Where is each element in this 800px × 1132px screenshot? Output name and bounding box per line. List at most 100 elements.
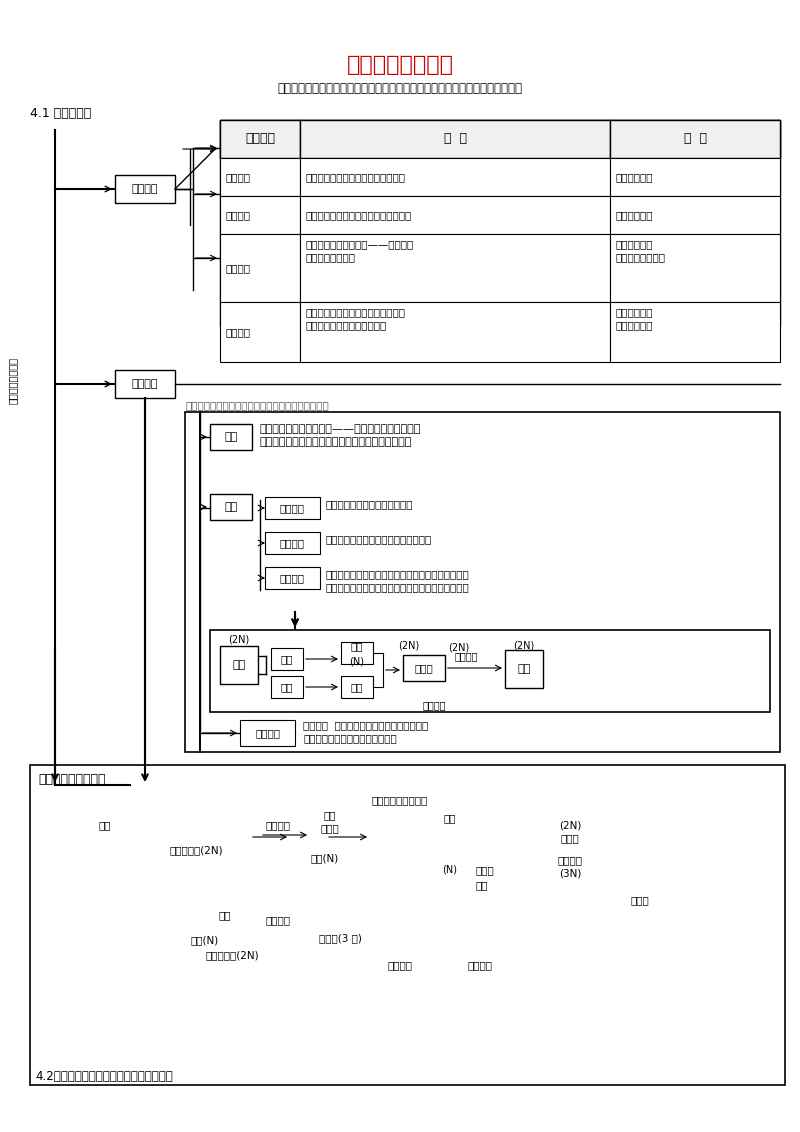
Circle shape xyxy=(330,835,333,839)
FancyBboxPatch shape xyxy=(300,120,610,158)
Circle shape xyxy=(311,833,319,841)
Text: 胎后发育: 胎后发育 xyxy=(423,700,446,710)
FancyBboxPatch shape xyxy=(210,494,252,520)
Text: 花粉母细胞(2N): 花粉母细胞(2N) xyxy=(170,844,224,855)
FancyBboxPatch shape xyxy=(610,234,780,302)
Text: 由一个生物体直接分裂成两个新个体: 由一个生物体直接分裂成两个新个体 xyxy=(305,172,405,182)
FancyBboxPatch shape xyxy=(220,234,300,302)
FancyBboxPatch shape xyxy=(610,120,780,158)
Text: 母体产生无性生殖细胞——孢子，由
孢子萌发成新个体: 母体产生无性生殖细胞——孢子，由 孢子萌发成新个体 xyxy=(305,239,414,263)
Text: 卵细胞: 卵细胞 xyxy=(475,865,494,875)
Text: 配子形态大小相同（同型配子）: 配子形态大小相同（同型配子） xyxy=(325,499,413,509)
FancyBboxPatch shape xyxy=(341,676,373,698)
Text: 举  例: 举 例 xyxy=(683,132,706,146)
FancyBboxPatch shape xyxy=(265,497,320,518)
Text: 配子形态大小差别很大，大的称卵细胞（雌配子），
小的称精子（雄配子），结合形成的合子特称受精卵: 配子形态大小差别很大，大的称卵细胞（雌配子）， 小的称精子（雄配子），结合形成的… xyxy=(325,569,469,592)
Text: 孤雌生殖: 孤雌生殖 xyxy=(255,728,280,738)
FancyBboxPatch shape xyxy=(403,655,445,681)
Text: 生殖方式: 生殖方式 xyxy=(245,132,275,146)
Text: 同配生殖: 同配生殖 xyxy=(280,503,305,513)
Text: 受精极核
(3N): 受精极核 (3N) xyxy=(558,855,582,878)
Text: 成体: 成体 xyxy=(232,660,246,670)
Circle shape xyxy=(319,833,327,841)
FancyBboxPatch shape xyxy=(220,302,300,362)
Circle shape xyxy=(327,833,335,841)
FancyBboxPatch shape xyxy=(505,650,543,688)
Text: 极核: 极核 xyxy=(475,880,487,890)
Text: 孢子生殖: 孢子生殖 xyxy=(225,263,250,273)
FancyBboxPatch shape xyxy=(220,196,300,234)
Circle shape xyxy=(330,931,333,934)
Text: 花粉(N): 花粉(N) xyxy=(311,854,339,863)
Text: 卵式生殖: 卵式生殖 xyxy=(280,573,305,583)
FancyBboxPatch shape xyxy=(185,412,780,752)
FancyBboxPatch shape xyxy=(271,676,303,698)
FancyBboxPatch shape xyxy=(210,631,770,712)
Text: 马铃薯的块茎
草莓的匍匐茎: 马铃薯的块茎 草莓的匍匐茎 xyxy=(615,307,653,331)
FancyBboxPatch shape xyxy=(220,120,780,326)
FancyBboxPatch shape xyxy=(610,158,780,196)
Text: （包括生殖的种类、动物生殖细胞的生成、植物的个体发育、动物的个体发育）: （包括生殖的种类、动物生殖细胞的生成、植物的个体发育、动物的个体发育） xyxy=(278,82,522,95)
Text: (2N): (2N) xyxy=(228,634,250,644)
Text: 减数分裂: 减数分裂 xyxy=(266,915,290,925)
Text: 由亲体产生有性生殖细胞——配子，由配子两两结合
形成合子，再由合子发育成新个体的过程的生殖方式: 由亲体产生有性生殖细胞——配子，由配子两两结合 形成合子，再由合子发育成新个体的… xyxy=(260,424,422,447)
Text: 4.2动物有性生殖细胞的形成（没有交换）: 4.2动物有性生殖细胞的形成（没有交换） xyxy=(35,1070,173,1083)
Text: 异配生殖: 异配生殖 xyxy=(280,538,305,548)
FancyBboxPatch shape xyxy=(220,646,258,684)
FancyBboxPatch shape xyxy=(265,532,320,554)
Text: 胎的发育: 胎的发育 xyxy=(455,651,478,661)
FancyBboxPatch shape xyxy=(610,302,780,362)
FancyBboxPatch shape xyxy=(265,567,320,589)
Text: 双受精: 双受精 xyxy=(630,895,650,904)
FancyBboxPatch shape xyxy=(271,648,303,670)
Circle shape xyxy=(322,835,325,839)
Text: 孤雌生殖  卵细胞不经受精直接发育成新个体
（蜜蜂的卵细胞直接发育成雄蜂）: 孤雌生殖 卵细胞不经受精直接发育成新个体 （蜜蜂的卵细胞直接发育成雄蜂） xyxy=(303,720,428,744)
Text: 核分裂(3 次): 核分裂(3 次) xyxy=(318,933,362,943)
Text: 酵母菌、水螅: 酵母菌、水螅 xyxy=(615,211,653,220)
Text: 生物的生殖与发育: 生物的生殖与发育 xyxy=(346,55,454,75)
Text: (2N): (2N) xyxy=(398,640,419,650)
Text: 配子形态大小不同（大配子和小配子）: 配子形态大小不同（大配子和小配子） xyxy=(325,534,431,544)
Text: 被子植物的有性生殖: 被子植物的有性生殖 xyxy=(38,773,106,786)
Text: 变形虫、细菌: 变形虫、细菌 xyxy=(615,172,653,182)
Text: 萌发
核分裂: 萌发 核分裂 xyxy=(321,811,339,833)
Text: 一核消失，一核分裂: 一核消失，一核分裂 xyxy=(372,795,428,805)
Circle shape xyxy=(314,835,317,839)
FancyBboxPatch shape xyxy=(300,302,610,362)
Text: 无性生殖: 无性生殖 xyxy=(132,185,158,194)
Text: (2N): (2N) xyxy=(514,640,534,650)
FancyBboxPatch shape xyxy=(300,196,610,234)
FancyBboxPatch shape xyxy=(220,120,300,158)
Text: 类型: 类型 xyxy=(224,501,238,512)
Text: 雄体: 雄体 xyxy=(281,654,294,664)
FancyBboxPatch shape xyxy=(610,196,780,234)
Text: 胚囊母细胞(2N): 胚囊母细胞(2N) xyxy=(205,950,258,960)
Circle shape xyxy=(322,931,325,934)
Text: 概  念: 概 念 xyxy=(443,132,466,146)
Text: 高考生物一轮复习: 高考生物一轮复习 xyxy=(8,357,18,403)
Text: 减数分裂: 减数分裂 xyxy=(266,820,290,830)
Text: 卵子: 卵子 xyxy=(350,681,363,692)
FancyBboxPatch shape xyxy=(341,642,373,664)
Text: 幼体: 幼体 xyxy=(518,664,530,674)
Text: 精子: 精子 xyxy=(444,813,456,823)
Text: 营养生殖: 营养生殖 xyxy=(225,327,250,337)
Text: 出芽生殖: 出芽生殖 xyxy=(225,211,250,220)
Circle shape xyxy=(319,928,327,936)
Text: 分裂生殖: 分裂生殖 xyxy=(225,172,250,182)
Text: 真菌（青霉）
低等植物（衣藻）: 真菌（青霉） 低等植物（衣藻） xyxy=(615,239,665,263)
Text: (N): (N) xyxy=(350,657,365,666)
Text: 珠孔: 珠孔 xyxy=(98,820,111,830)
FancyBboxPatch shape xyxy=(240,720,295,746)
Text: 八核胚囊: 八核胚囊 xyxy=(387,960,413,970)
Text: 概念: 概念 xyxy=(224,432,238,441)
FancyBboxPatch shape xyxy=(210,424,252,451)
Circle shape xyxy=(327,928,335,936)
FancyBboxPatch shape xyxy=(115,370,175,398)
FancyBboxPatch shape xyxy=(220,158,300,196)
Text: (N): (N) xyxy=(442,865,458,875)
Text: 雌体: 雌体 xyxy=(281,681,294,692)
FancyBboxPatch shape xyxy=(300,234,610,302)
Text: 消失: 消失 xyxy=(218,910,231,920)
Text: 精子: 精子 xyxy=(350,641,363,651)
